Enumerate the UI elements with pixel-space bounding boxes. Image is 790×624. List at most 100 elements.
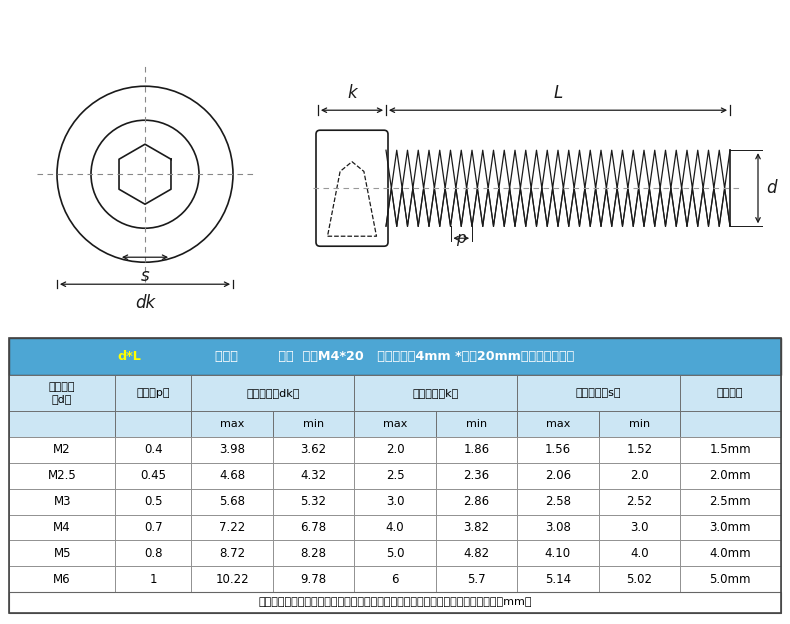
Text: 1.86: 1.86 — [464, 444, 490, 457]
Text: 8.28: 8.28 — [300, 547, 326, 560]
Bar — [273, 463, 354, 489]
Bar — [599, 515, 680, 540]
Bar — [680, 437, 781, 463]
Text: 6: 6 — [391, 573, 399, 586]
Text: M2.5: M2.5 — [47, 469, 77, 482]
Text: max: max — [220, 419, 244, 429]
Bar — [115, 375, 191, 411]
Bar — [680, 540, 781, 567]
Text: 3.0mm: 3.0mm — [709, 521, 751, 534]
Text: 2.5mm: 2.5mm — [709, 495, 751, 508]
Bar — [517, 515, 599, 540]
Bar — [9, 437, 115, 463]
Bar — [115, 411, 191, 437]
Text: 3.0: 3.0 — [630, 521, 649, 534]
Text: 2.5: 2.5 — [386, 469, 404, 482]
Text: 参考扬手: 参考扬手 — [717, 388, 743, 398]
Text: M3: M3 — [54, 495, 71, 508]
Bar — [354, 515, 436, 540]
Bar — [9, 515, 115, 540]
Text: 9.78: 9.78 — [300, 573, 326, 586]
Bar — [517, 567, 599, 592]
Bar — [680, 375, 781, 411]
Bar — [273, 411, 354, 437]
Text: min: min — [466, 419, 487, 429]
Text: 8.72: 8.72 — [219, 547, 245, 560]
Bar — [517, 540, 599, 567]
Bar — [191, 489, 273, 515]
Bar — [517, 375, 680, 411]
Text: 1: 1 — [149, 573, 157, 586]
Text: 2.52: 2.52 — [626, 495, 653, 508]
Text: min: min — [629, 419, 650, 429]
Text: 4.0: 4.0 — [630, 547, 649, 560]
Bar — [599, 567, 680, 592]
Text: 5.02: 5.02 — [626, 573, 653, 586]
Bar — [115, 463, 191, 489]
Text: 3.98: 3.98 — [219, 444, 245, 457]
Bar — [680, 463, 781, 489]
Bar — [191, 411, 273, 437]
Text: 5.7: 5.7 — [467, 573, 486, 586]
Text: 螺纹规格
（d）: 螺纹规格 （d） — [49, 383, 75, 404]
Text: 螺距（p）: 螺距（p） — [137, 388, 170, 398]
Bar — [517, 437, 599, 463]
Text: 0.7: 0.7 — [144, 521, 163, 534]
Bar — [517, 411, 599, 437]
Bar — [273, 437, 354, 463]
Text: 10.22: 10.22 — [216, 573, 249, 586]
Bar — [436, 437, 517, 463]
Bar — [436, 515, 517, 540]
Text: 1.56: 1.56 — [545, 444, 571, 457]
Text: s: s — [141, 267, 149, 285]
Bar — [273, 567, 354, 592]
Bar — [680, 567, 781, 592]
Text: 5.32: 5.32 — [300, 495, 326, 508]
Bar — [9, 540, 115, 567]
Bar — [680, 411, 781, 437]
Text: 4.68: 4.68 — [219, 469, 245, 482]
Bar — [9, 463, 115, 489]
Text: 3.62: 3.62 — [300, 444, 326, 457]
Text: 头部厚度（k）: 头部厚度（k） — [412, 388, 459, 398]
Text: p: p — [457, 232, 466, 246]
Text: M2: M2 — [54, 444, 71, 457]
Bar — [599, 463, 680, 489]
Text: 规格由         组成  如：M4*20   （螺纹直径4mm *长度20mm）不含头部厚度: 规格由 组成 如：M4*20 （螺纹直径4mm *长度20mm）不含头部厚度 — [216, 350, 574, 363]
Bar — [599, 540, 680, 567]
Text: 以上数据为单批次手工测量，存在一定误差，请以实物为准！介意者慎拍。（单位：mm）: 以上数据为单批次手工测量，存在一定误差，请以实物为准！介意者慎拍。（单位：mm） — [258, 597, 532, 608]
Bar — [436, 540, 517, 567]
Bar — [599, 437, 680, 463]
Bar — [354, 437, 436, 463]
Text: 5.68: 5.68 — [219, 495, 245, 508]
Bar — [191, 515, 273, 540]
Text: 4.0mm: 4.0mm — [709, 547, 751, 560]
Text: 3.0: 3.0 — [386, 495, 404, 508]
Text: 0.8: 0.8 — [144, 547, 163, 560]
Text: 4.82: 4.82 — [464, 547, 490, 560]
Text: min: min — [303, 419, 324, 429]
Bar — [9, 375, 115, 411]
Text: L: L — [553, 84, 562, 102]
Text: 6.78: 6.78 — [300, 521, 326, 534]
Bar — [517, 489, 599, 515]
Bar — [517, 463, 599, 489]
Text: dk: dk — [135, 295, 155, 312]
Bar — [436, 567, 517, 592]
Text: k: k — [347, 84, 357, 102]
Text: max: max — [546, 419, 570, 429]
Bar — [191, 540, 273, 567]
Bar — [9, 489, 115, 515]
Text: 2.0: 2.0 — [630, 469, 649, 482]
Bar — [115, 515, 191, 540]
Bar — [354, 463, 436, 489]
Bar — [191, 463, 273, 489]
Text: 头部直径（dk）: 头部直径（dk） — [246, 388, 299, 398]
Bar — [273, 540, 354, 567]
Text: 3.82: 3.82 — [464, 521, 490, 534]
Bar — [9, 411, 115, 437]
Text: 4.10: 4.10 — [545, 547, 571, 560]
Bar — [354, 489, 436, 515]
Text: 2.0mm: 2.0mm — [709, 469, 751, 482]
Bar — [191, 375, 354, 411]
